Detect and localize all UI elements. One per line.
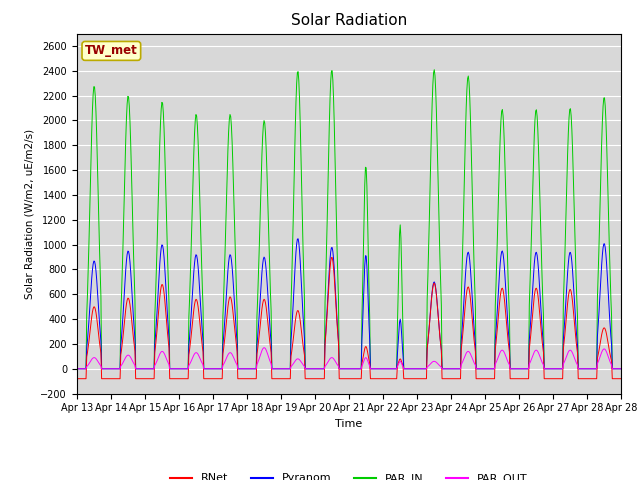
X-axis label: Time: Time <box>335 419 362 429</box>
Y-axis label: Solar Radiation (W/m2, uE/m2/s): Solar Radiation (W/m2, uE/m2/s) <box>25 129 35 299</box>
Text: TW_met: TW_met <box>85 44 138 58</box>
Legend: RNet, Pyranom, PAR_IN, PAR_OUT: RNet, Pyranom, PAR_IN, PAR_OUT <box>166 469 532 480</box>
Title: Solar Radiation: Solar Radiation <box>291 13 407 28</box>
